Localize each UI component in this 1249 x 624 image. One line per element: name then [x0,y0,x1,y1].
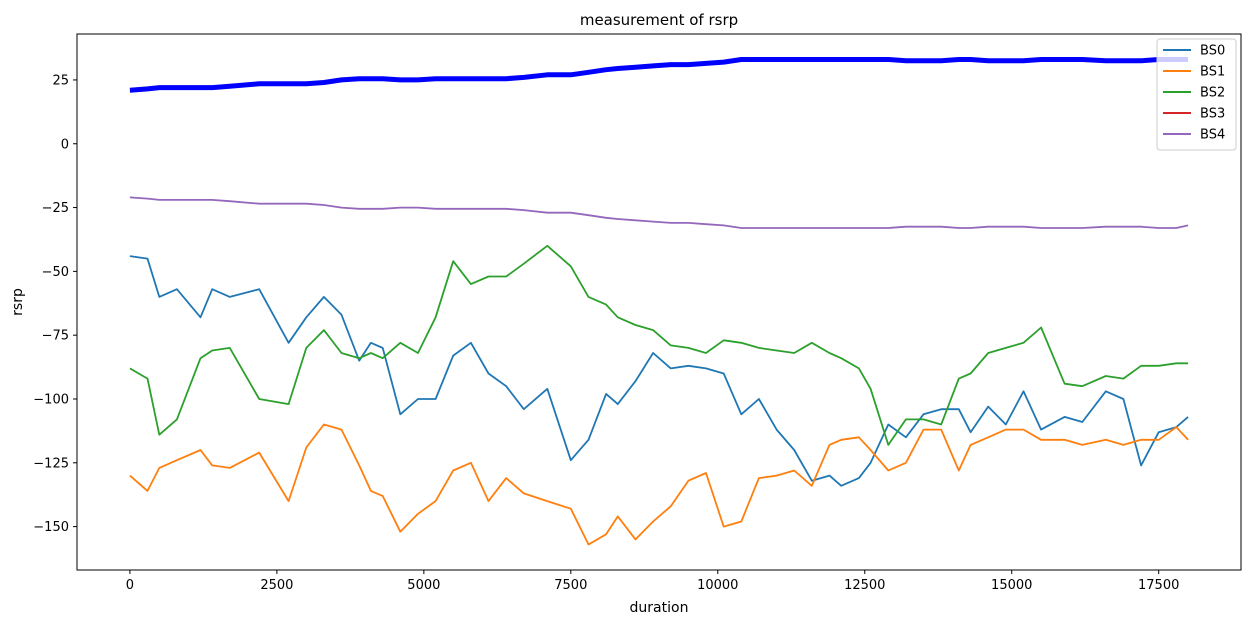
y-tick-label: 25 [52,73,69,88]
legend-label-bs4: BS4 [1200,128,1225,143]
y-tick-label: −25 [42,201,69,216]
x-tick-label: 10000 [697,578,738,593]
y-tick-label: −125 [33,456,69,471]
x-tick-label: 15000 [991,578,1032,593]
series-line-bs3 [129,57,1189,93]
x-tick-label: 5000 [407,578,440,593]
y-tick-label: −100 [33,392,69,407]
series-line-bs4 [129,196,1189,229]
x-tick-label: 7500 [554,578,587,593]
series-line-bs1 [129,423,1189,546]
x-tick-label: 17500 [1138,578,1179,593]
x-axis-label: duration [630,600,689,616]
y-tick-label: 0 [61,137,69,152]
legend-box [1156,38,1237,151]
axes-frame [76,33,1242,571]
legend-label-bs2: BS2 [1200,86,1225,101]
legend-label-bs3: BS3 [1200,107,1225,122]
series-line-bs2 [129,244,1189,446]
y-tick-label: −50 [42,265,69,280]
chart-title: measurement of rsrp [580,11,738,29]
y-tick-label: −150 [33,520,69,535]
x-tick-label: 2500 [260,578,293,593]
x-tick-label: 0 [126,578,134,593]
legend: BS0 BS1 BS2 BS3 BS4 [1156,38,1237,151]
y-axis-label: rsrp [10,288,26,316]
series-line-bs0 [129,255,1189,487]
plot-area [129,57,1189,546]
axes: 0 2500 5000 7500 10000 12500 15000 17500 25 0 −25 −… [33,33,1242,593]
y-tick-label: −75 [42,329,69,344]
legend-label-bs1: BS1 [1200,65,1225,80]
x-tick-label: 12500 [844,578,885,593]
legend-label-bs0: BS0 [1200,44,1225,59]
